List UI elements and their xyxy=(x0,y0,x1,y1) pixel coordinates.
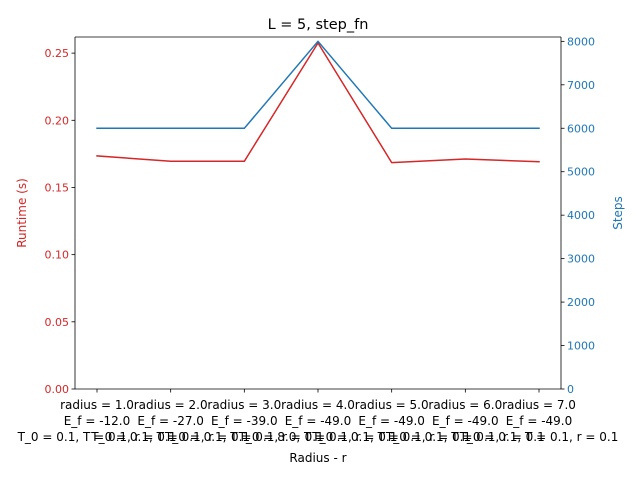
left-y-axis-label: Runtime (s) xyxy=(15,178,29,248)
left-y-tick-label: 0.05 xyxy=(45,316,70,329)
x-tick-label: radius = 2.0 xyxy=(134,398,208,412)
right-y-tick-label: 6000 xyxy=(567,122,595,135)
left-y-tick-label: 0.00 xyxy=(45,383,70,396)
x-tick-label: E_f = -49.0 xyxy=(432,414,499,428)
x-tick-label: T_0 = 0.1, T = 0.1, r = 0.1 xyxy=(17,430,177,444)
x-tick-label: E_f = -49.0 xyxy=(506,414,573,428)
x-tick-label: radius = 5.0 xyxy=(355,398,429,412)
steps-line xyxy=(96,40,540,130)
x-tick-label: radius = 7.0 xyxy=(502,398,576,412)
x-axis-label: Radius - r xyxy=(289,451,346,465)
x-tick-label: T_0 = 0.1, T = 0.1, r = 0.1 xyxy=(164,430,324,444)
runtime-line xyxy=(96,42,540,164)
x-tick-label: E_f = -12.0 xyxy=(64,414,131,428)
right-y-tick-label: 5000 xyxy=(567,166,595,179)
right-y-tick-label: 2000 xyxy=(567,296,595,309)
right-y-tick-label: 1000 xyxy=(567,340,595,353)
right-y-tick-label: 3000 xyxy=(567,253,595,266)
left-y-tick-label: 0.15 xyxy=(45,181,70,194)
right-y-tick-label: 8000 xyxy=(567,35,595,48)
x-tick-label: E_f = -49.0 xyxy=(285,414,352,428)
right-y-axis-label: Steps xyxy=(611,196,625,230)
chart-title: L = 5, step_fn xyxy=(268,17,369,33)
right-y-tick-label: 7000 xyxy=(567,79,595,92)
left-y-tick-label: 0.20 xyxy=(45,114,70,127)
x-tick-label: T_0 = 0.1, T = 0.1, r = 0.1 xyxy=(311,430,471,444)
right-y-tick-label: 4000 xyxy=(567,209,595,222)
x-tick-label: E_f = -49.0 xyxy=(358,414,425,428)
x-tick-label: radius = 4.0 xyxy=(281,398,355,412)
left-y-tick-label: 0.10 xyxy=(45,249,70,262)
left-y-tick-label: 0.25 xyxy=(45,47,70,60)
x-tick-label: T_0 = 0.1, T = 0.1, r = 0.1 xyxy=(90,430,250,444)
x-tick-label: radius = 1.0 xyxy=(60,398,134,412)
x-tick-label: E_f = -39.0 xyxy=(211,414,278,428)
x-tick-label: radius = 3.0 xyxy=(207,398,281,412)
right-y-tick-label: 0 xyxy=(567,383,574,396)
x-tick-label: E_f = -27.0 xyxy=(137,414,204,428)
x-tick-label: T_0 = 0.1, T = 0.1, r = 0.1 xyxy=(459,430,619,444)
x-tick-label: radius = 6.0 xyxy=(428,398,502,412)
x-tick-label: T_0 = 0.1, T = 0.1, r = 0.1 xyxy=(385,430,545,444)
x-tick-label: T_0 = 8.0, T = 0.1, r = 0.1 xyxy=(238,430,398,444)
plot-area: 0.00 0.05 0.10 0.15 0.20 0.25 0 1000 2000 3000 400… xyxy=(17,35,619,444)
